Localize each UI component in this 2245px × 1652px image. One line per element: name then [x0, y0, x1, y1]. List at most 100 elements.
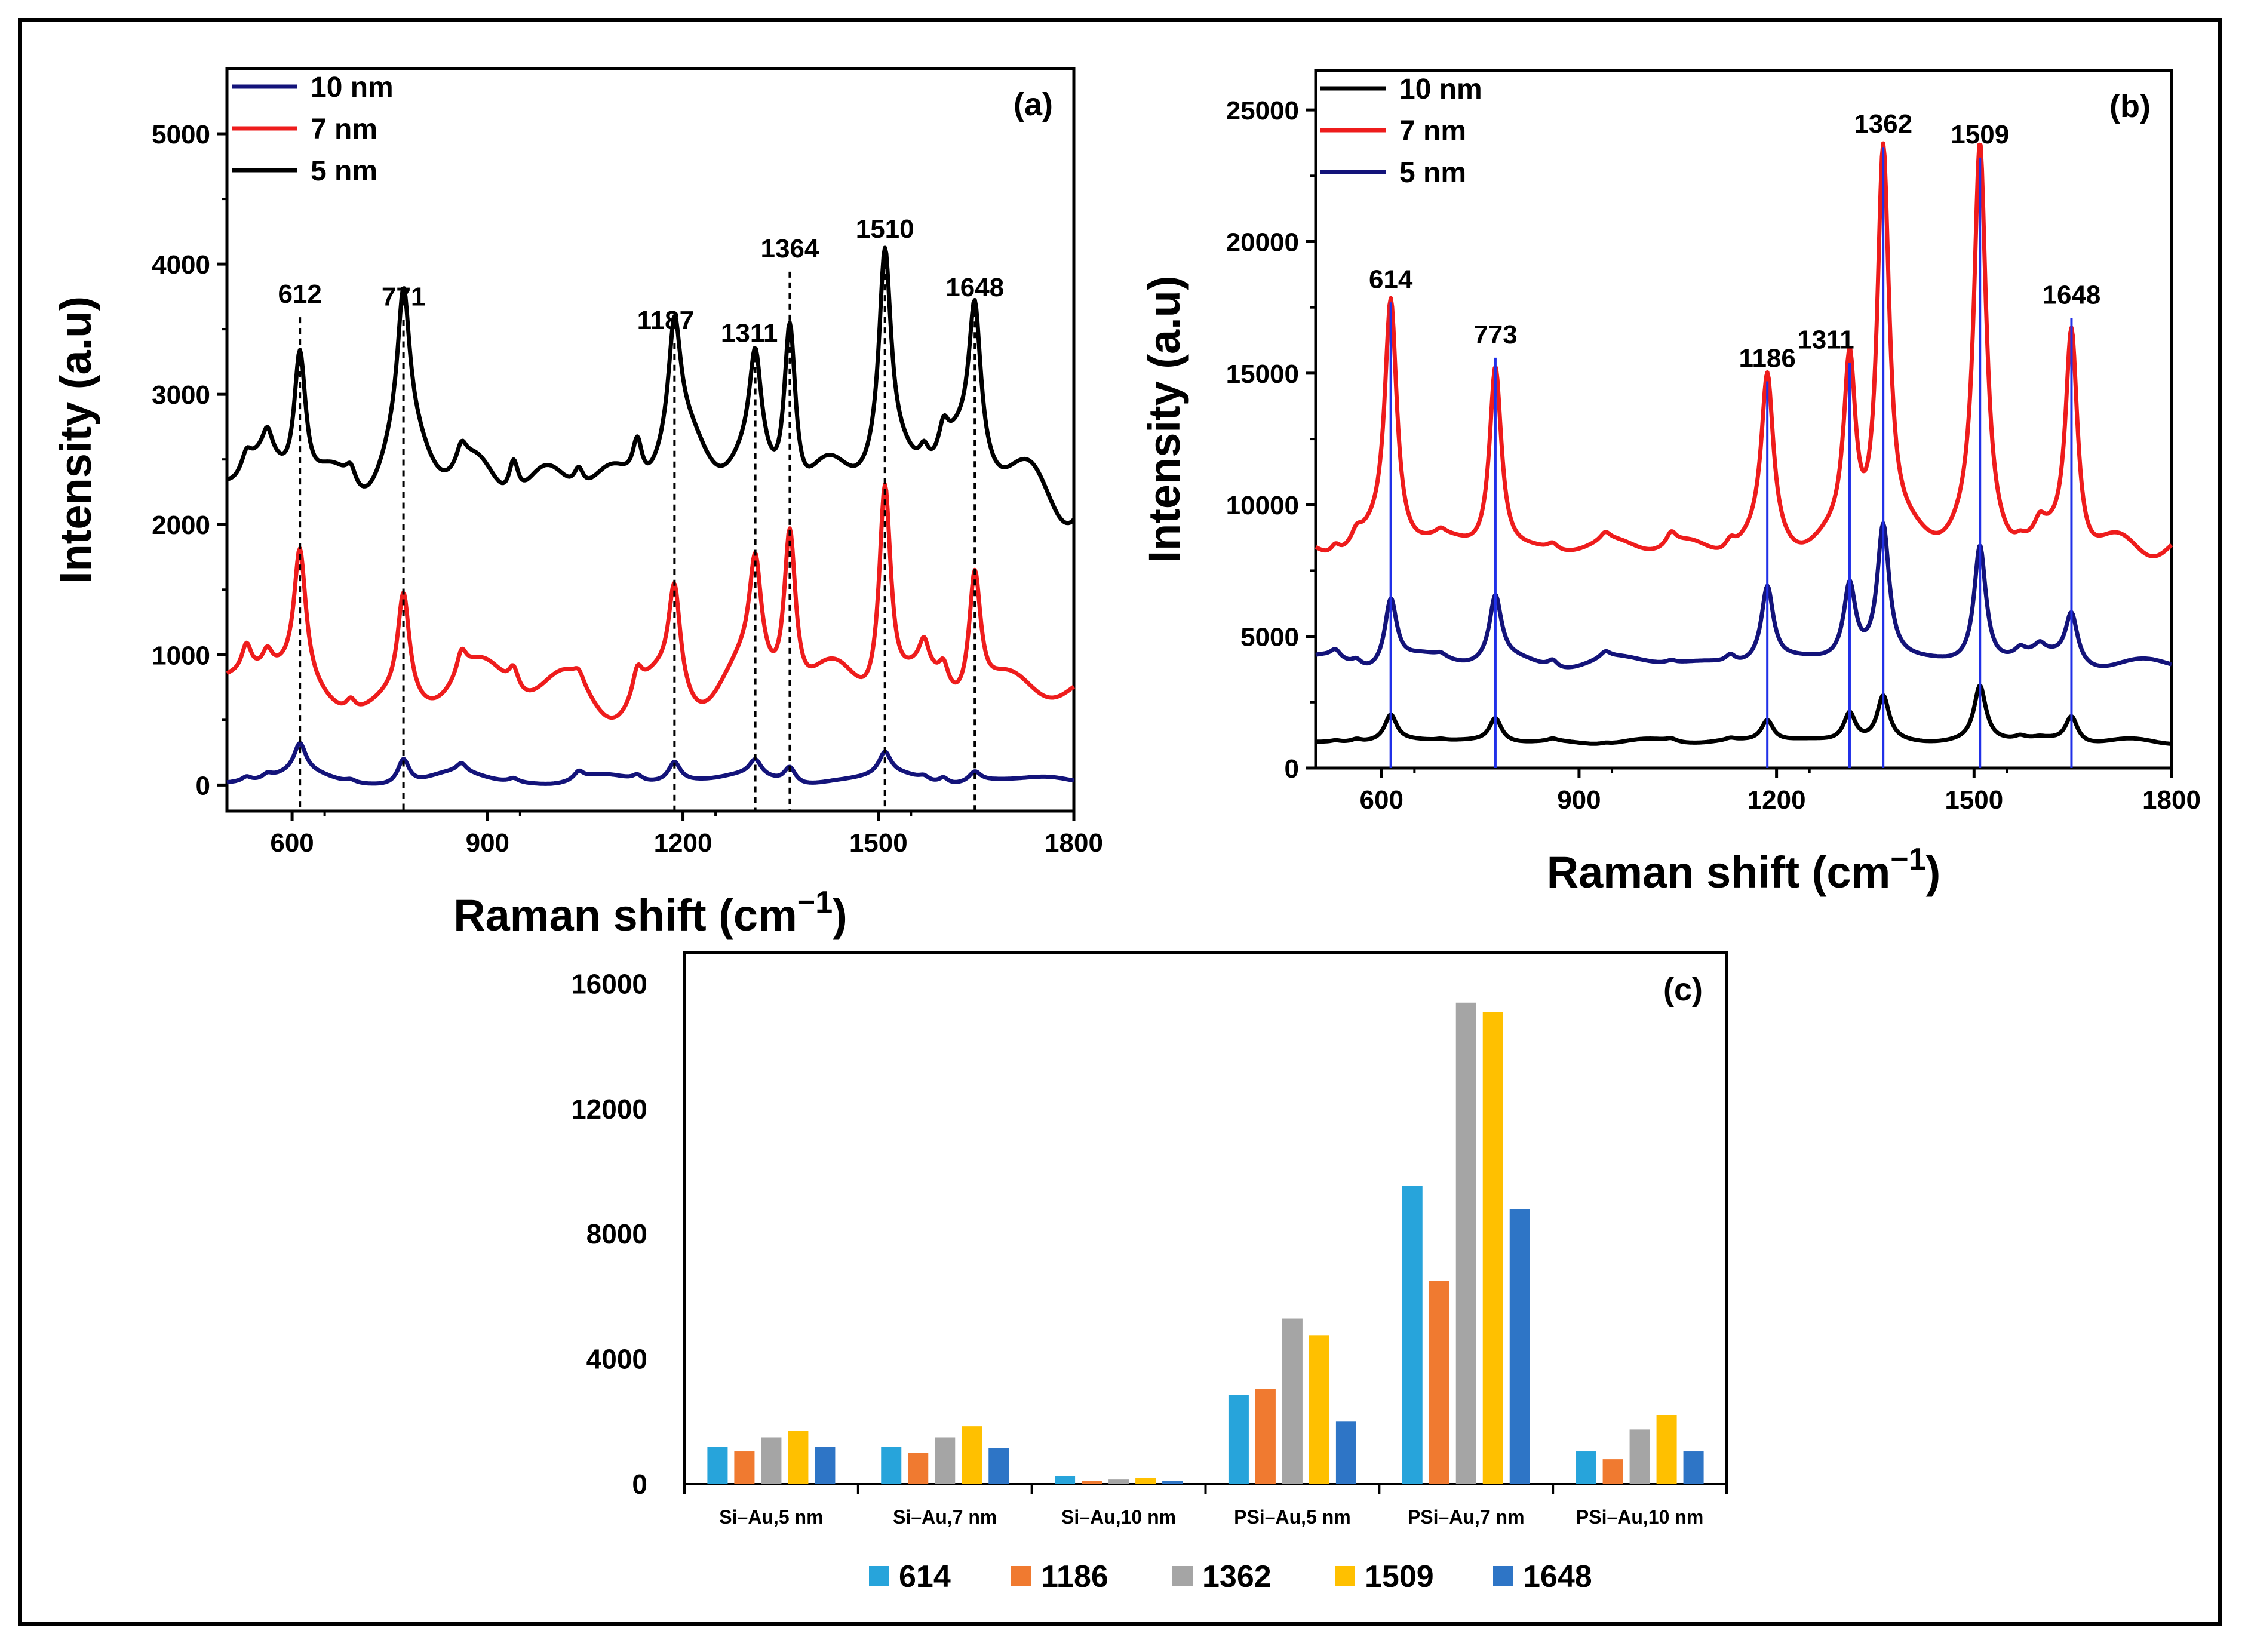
- x-tick-label: 1200: [654, 828, 712, 858]
- legend-label: 7 nm: [1399, 115, 1466, 147]
- peak-label-773: 773: [1473, 320, 1517, 349]
- bar-1509: [1135, 1478, 1156, 1484]
- bar-1509: [788, 1431, 809, 1484]
- legend-label: 7 nm: [311, 113, 377, 145]
- legend-label: 1362: [1202, 1559, 1272, 1594]
- y-tick-label: 20000: [1226, 228, 1299, 257]
- legend-label: 5 nm: [1399, 157, 1466, 189]
- x-axis-title-main: Raman shift (cm: [453, 891, 797, 940]
- x-tick-label: 900: [466, 828, 509, 858]
- x-tick-label: 1200: [1748, 785, 1806, 815]
- panel-label: (b): [2109, 88, 2151, 124]
- peak-label-771: 771: [382, 283, 425, 312]
- x-axis-title-close: ): [833, 891, 847, 940]
- bar-1509: [1656, 1415, 1677, 1484]
- y-tick-label: 1000: [152, 641, 210, 670]
- bar-1362: [1629, 1429, 1650, 1484]
- y-tick-label: 15000: [1226, 360, 1299, 389]
- legend-label: 1509: [1365, 1559, 1434, 1594]
- spectrum-7nm-line: [226, 482, 1076, 720]
- legend-label: 10 nm: [1399, 73, 1482, 105]
- bar-1186: [908, 1453, 929, 1484]
- peak-label-1364: 1364: [760, 234, 819, 263]
- bar-1509: [1309, 1335, 1329, 1484]
- plot-frame: [683, 951, 1728, 1485]
- y-tick-label: 2000: [152, 511, 210, 540]
- bar-1186: [1082, 1481, 1102, 1484]
- x-axis-title: Raman shift (cm−1): [1547, 842, 1941, 897]
- x-axis-title-sup: −1: [797, 885, 833, 920]
- bar-1648: [1509, 1209, 1530, 1484]
- bar-614: [1055, 1476, 1076, 1484]
- plot-frame: [225, 67, 1076, 813]
- x-tick-label: 600: [1360, 785, 1403, 815]
- peak-label-1648: 1648: [945, 273, 1004, 302]
- x-tick-label: 1800: [2142, 785, 2201, 815]
- y-tick-label: 8000: [586, 1218, 647, 1249]
- bar-1362: [761, 1437, 782, 1484]
- bar-614: [1576, 1451, 1596, 1484]
- y-tick-label: 16000: [571, 968, 647, 999]
- y-axis-title: Intensity (a.u): [51, 296, 100, 584]
- bar-1362: [1282, 1318, 1303, 1484]
- y-tick-label: 5000: [152, 120, 210, 149]
- peak-label-1187: 1187: [637, 306, 694, 335]
- y-tick-label: 4000: [152, 250, 210, 280]
- legend-label: 1186: [1041, 1559, 1108, 1594]
- x-tick-label: 1500: [1945, 785, 2003, 815]
- x-tick-label: 1500: [849, 828, 908, 858]
- panel-label: (a): [1014, 87, 1053, 122]
- spectrum-10nm-line: [226, 741, 1075, 786]
- x-axis-title-main: Raman shift (cm: [1547, 848, 1891, 897]
- plot-frame: [1314, 69, 2173, 770]
- x-category-label: PSi–Au,7 nm: [1408, 1506, 1525, 1528]
- y-tick-label: 12000: [571, 1094, 647, 1125]
- legend-swatch: [869, 1566, 889, 1586]
- legend-swatch: [1493, 1566, 1513, 1586]
- x-category-label: PSi–Au,5 nm: [1234, 1506, 1351, 1528]
- bar-1509: [962, 1426, 982, 1484]
- y-tick-label: 3000: [152, 380, 210, 410]
- panel-c: 0 4000 8000 12000 16000 Si–Au,5 nm Si–Au,7 nm S…: [571, 951, 1728, 1594]
- bar-1648: [988, 1448, 1009, 1484]
- bar-614: [707, 1447, 728, 1484]
- bar-1186: [734, 1451, 755, 1484]
- x-axis-title: Raman shift (cm−1): [453, 885, 847, 940]
- peak-label-1648: 1648: [2043, 281, 2101, 310]
- y-tick-label: 10000: [1226, 491, 1299, 520]
- bar-1648: [1335, 1421, 1356, 1484]
- y-tick-label: 25000: [1226, 96, 1299, 125]
- bar-1509: [1482, 1012, 1503, 1484]
- bar-1362: [1108, 1479, 1129, 1484]
- spectrum-7nm-line: [1315, 141, 2173, 558]
- legend-label: 10 nm: [311, 72, 394, 103]
- bar-1648: [1162, 1481, 1183, 1484]
- x-tick-label: 1800: [1045, 828, 1103, 858]
- legend-swatch: [1335, 1566, 1355, 1586]
- legend-label: 614: [899, 1559, 951, 1594]
- y-tick-label: 0: [1285, 754, 1299, 784]
- x-axis-title-sup: −1: [1890, 842, 1925, 877]
- spectrum-5nm-line: [1315, 521, 2173, 670]
- bar-1648: [1683, 1451, 1704, 1484]
- legend-label: 1648: [1523, 1559, 1592, 1594]
- bar-614: [1402, 1186, 1423, 1484]
- y-tick-label: 0: [196, 771, 210, 800]
- bar-614: [881, 1447, 902, 1484]
- panel-b: 600 900 1200 1500 1800 0 5000 10000 15000 20000 25…: [1140, 69, 2201, 897]
- bar-1648: [815, 1447, 836, 1484]
- legend-label: 5 nm: [311, 155, 377, 187]
- peak-label-614: 614: [1369, 265, 1413, 294]
- figure-border: [18, 18, 2222, 1626]
- x-tick-label: 900: [1557, 785, 1601, 815]
- x-category-label: Si–Au,7 nm: [893, 1506, 997, 1528]
- bar-1362: [1455, 1002, 1476, 1484]
- x-axis-title-close: ): [1926, 848, 1941, 897]
- y-tick-label: 0: [632, 1469, 647, 1500]
- bar-1186: [1602, 1459, 1623, 1484]
- spectrum-5nm-line: [226, 245, 1076, 526]
- peak-label-1362: 1362: [1854, 109, 1912, 139]
- legend-swatch: [1172, 1566, 1193, 1586]
- bar-1362: [935, 1437, 956, 1484]
